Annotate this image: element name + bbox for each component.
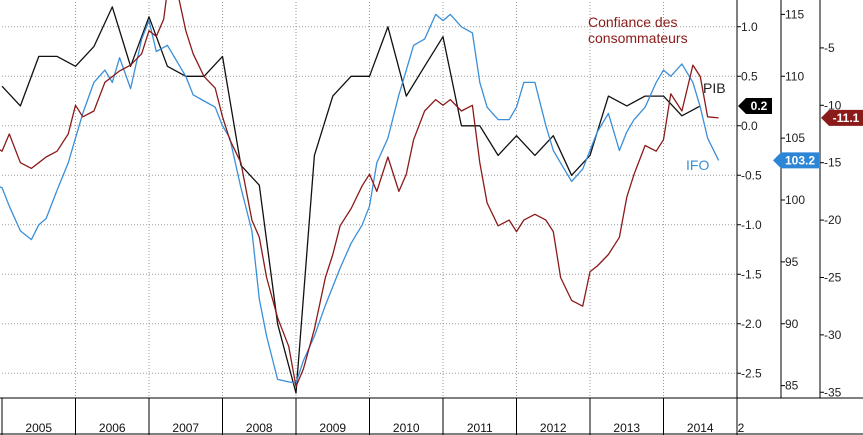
x-tick-label: 2 — [738, 421, 745, 435]
series-lines — [0, 0, 720, 394]
tick-label-confiance: -10 — [824, 98, 842, 112]
x-tick-label: 2014 — [687, 421, 714, 435]
tick-label-confiance: -20 — [824, 213, 842, 227]
tick-label-ifo: 100 — [785, 193, 805, 207]
tick-label-pib: -2.5 — [741, 366, 762, 380]
series-label-pib: PIB — [703, 80, 726, 96]
tick-label-pib: 0.5 — [741, 69, 758, 83]
series-line-ifo — [0, 13, 720, 384]
last-value-label-pib: 0.2 — [751, 99, 768, 113]
tick-label-confiance: -30 — [824, 328, 842, 342]
x-tick-label: 2005 — [25, 421, 52, 435]
x-tick-label: 2013 — [613, 421, 640, 435]
tick-label-pib: -2.0 — [741, 317, 762, 331]
x-tick-label: 2010 — [393, 421, 420, 435]
x-tick-label: 2011 — [467, 421, 493, 435]
tick-label-pib: 1.0 — [741, 20, 758, 34]
last-value-label-confiance: -11.1 — [833, 111, 860, 125]
series-label-confiance-line: Confiance des — [588, 14, 678, 30]
last-value-flag-confiance — [821, 109, 863, 126]
x-tick-label: 2009 — [319, 421, 346, 435]
x-tick-label: 2007 — [172, 421, 199, 435]
tick-label-confiance: -25 — [824, 270, 842, 284]
tick-label-ifo: 105 — [785, 131, 805, 145]
tick-label-ifo: 85 — [785, 379, 799, 393]
tick-label-confiance: -35 — [824, 385, 842, 399]
x-tick-label: 2012 — [540, 421, 567, 435]
last-value-flag-ifo — [773, 152, 819, 169]
x-tick-label: 2008 — [246, 421, 273, 435]
series-line-confiance-des-consommateurs — [0, 0, 719, 388]
last-value-label-ifo: 103.2 — [785, 153, 815, 167]
series-line-pib — [1, 6, 701, 394]
tick-label-pib: -1.5 — [741, 267, 762, 281]
tick-label-confiance: -15 — [824, 156, 842, 170]
tick-label-pib: 0.0 — [741, 119, 758, 133]
last-value-flag-pib — [738, 97, 772, 114]
tick-label-ifo: 95 — [785, 255, 799, 269]
x-tick-label: 2006 — [99, 421, 126, 435]
grid-lines — [2, 2, 737, 398]
tick-label-ifo: 115 — [785, 7, 804, 21]
series-label-ifo: IFO — [686, 157, 709, 173]
tick-label-pib: -0.5 — [741, 168, 762, 182]
tick-label-pib: -1.0 — [741, 218, 762, 232]
tick-label-ifo: 110 — [785, 69, 804, 83]
tick-label-ifo: 90 — [785, 317, 799, 331]
tick-label-confiance: -5 — [824, 41, 835, 55]
series-labels: PIB IFO Confiance des consommateurs 0.2 103.2… — [588, 14, 863, 173]
series-label-confiance: Confiance des consommateurs — [588, 14, 688, 46]
series-label-confiance-line: consommateurs — [588, 30, 688, 46]
